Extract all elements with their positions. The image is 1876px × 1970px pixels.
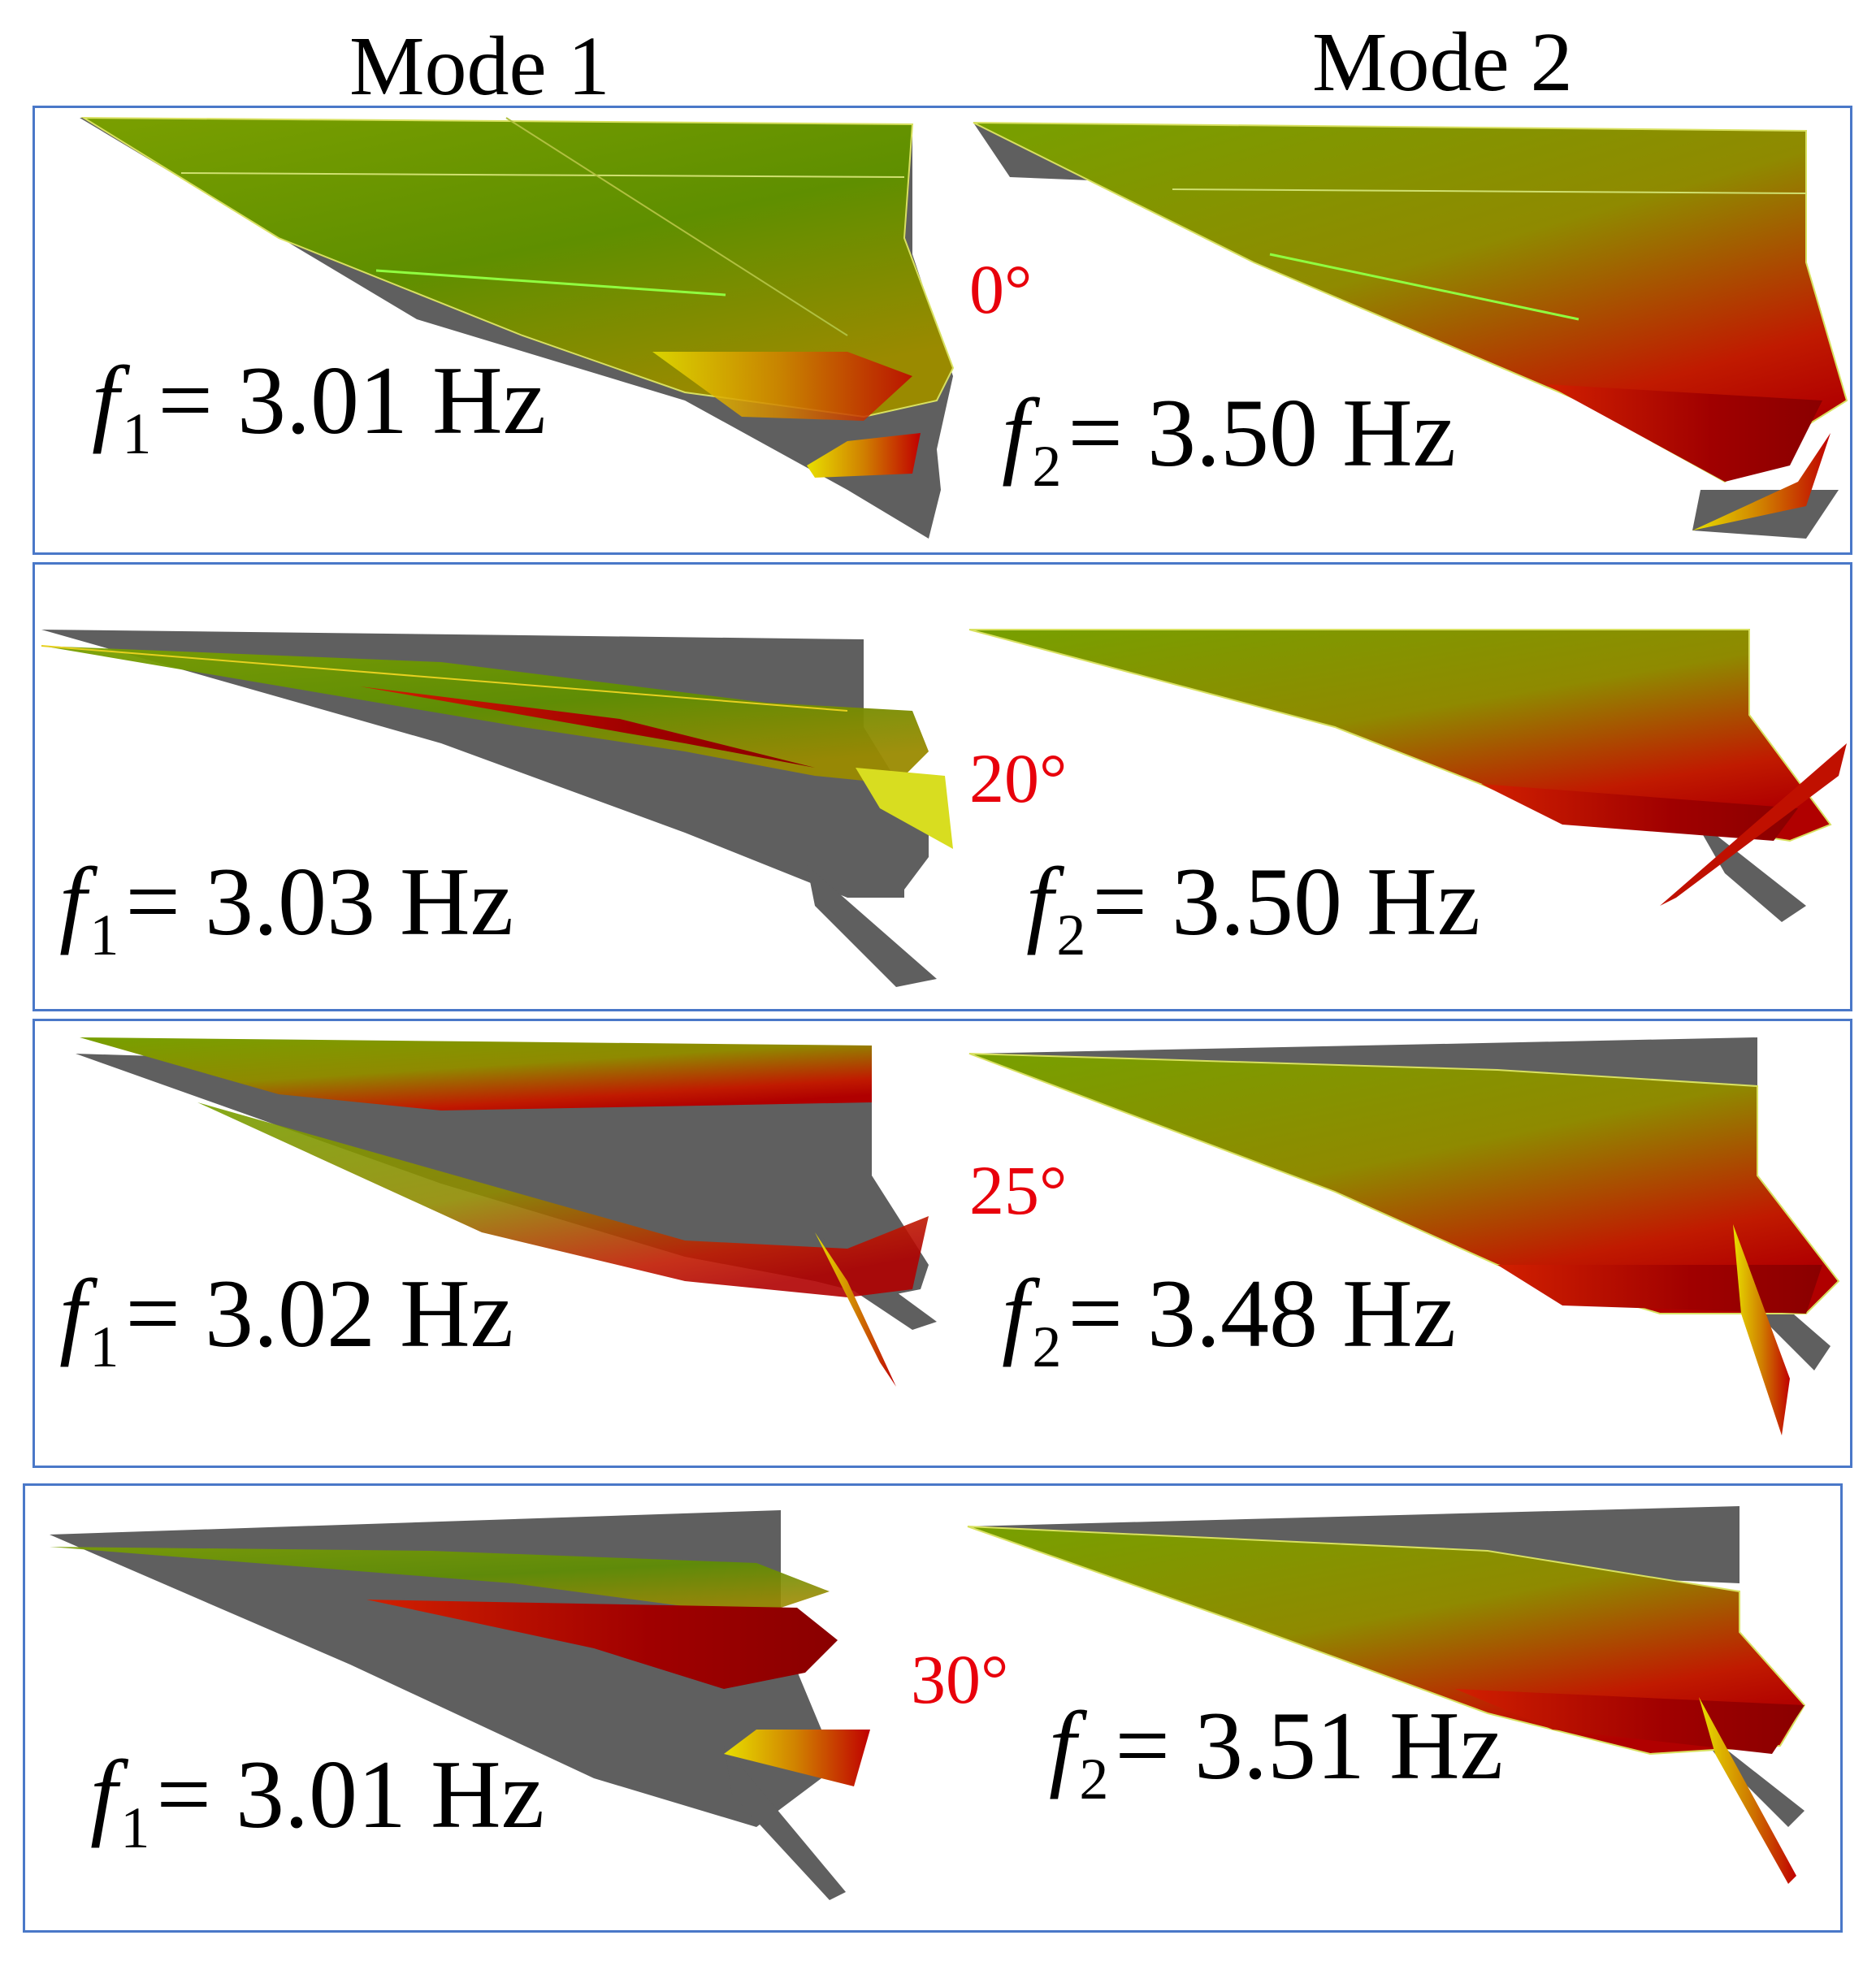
mode1-deformed-wing (80, 116, 955, 418)
mode1-frequency-label: f1= 3.03 Hz (59, 847, 513, 968)
sweep-angle-label: 0° (969, 250, 1033, 328)
mode-shapes-30-deg (50, 1506, 1806, 1900)
mode2-grid-line (1269, 253, 1579, 321)
mode2-deformed-aileron (1699, 1697, 1796, 1884)
mode1-undeformed-tip (807, 865, 937, 987)
mode1-undeformed-tip (724, 1746, 846, 1900)
mode1-frequency-label: f1= 3.01 Hz (92, 346, 546, 467)
mode1-deformed-aileron (807, 433, 921, 478)
mode1-deformed-aileron (815, 1232, 896, 1387)
mode2-frequency-label: f2= 3.48 Hz (1002, 1259, 1456, 1380)
mode2-frequency-label: f2= 3.50 Hz (1002, 379, 1456, 500)
mode2-deformed-wing (968, 1053, 1840, 1314)
mode2-deformed-flap (1546, 384, 1822, 482)
mode1-grid-line (375, 269, 726, 297)
mode2-deformed-aileron (1733, 1224, 1790, 1435)
sweep-angle-label: 30° (911, 1640, 1009, 1718)
mode1-deformed-aileron (856, 768, 953, 849)
mode1-deformed-wing (41, 646, 929, 784)
sweep-angle-label: 25° (969, 1151, 1068, 1229)
mode-shapes-20-deg (41, 629, 1847, 987)
mode1-deformed-flap (366, 1600, 838, 1689)
mode1-deformed-wing (50, 1547, 830, 1616)
mode1-grid-line (180, 172, 905, 178)
mode2-deformed-aileron (1692, 433, 1831, 530)
panel-0-deg: 0° f1= 3.01 Hz f2= 3.50 Hz (32, 106, 1852, 555)
mode1-grid-line (505, 117, 848, 336)
column-title-mode-2: Mode 2 (1312, 15, 1573, 109)
mode2-undeformed-tip (1692, 816, 1806, 922)
panel-30-deg: 30° f1= 3.01 Hz f2= 3.51 Hz (23, 1483, 1843, 1933)
mode-shapes-0-deg (80, 116, 1848, 539)
mode1-deformed-aileron (724, 1730, 870, 1786)
mode2-deformed-flap (1497, 1265, 1822, 1314)
mode1-deformed-lowerwing (197, 1102, 929, 1297)
panel-25-deg: 25° f1= 3.02 Hz f2= 3.48 Hz (32, 1019, 1852, 1468)
mode2-deformed-wing (968, 629, 1832, 842)
mode2-deformed-aileron (1660, 743, 1847, 906)
mode-shapes-25-deg (76, 1037, 1840, 1435)
sweep-angle-label: 20° (969, 739, 1068, 817)
mode2-frequency-label: f2= 3.50 Hz (1026, 847, 1480, 968)
mode1-deformed-wing (80, 1037, 872, 1111)
mode1-grid-line (41, 645, 848, 712)
mode2-deformed-flap (1481, 784, 1798, 841)
mode1-deformed-flap (652, 352, 912, 421)
column-title-mode-1: Mode 1 (349, 19, 610, 113)
mode2-grid-line (1172, 188, 1807, 194)
mode2-frequency-label: f2= 3.51 Hz (1049, 1691, 1503, 1812)
mode1-frequency-label: f1= 3.02 Hz (59, 1259, 513, 1380)
mode1-undeformed-wing (76, 1054, 929, 1297)
mode1-frequency-label: f1= 3.01 Hz (90, 1740, 544, 1861)
panel-20-deg: 20° f1= 3.03 Hz f2= 3.50 Hz (32, 562, 1852, 1011)
